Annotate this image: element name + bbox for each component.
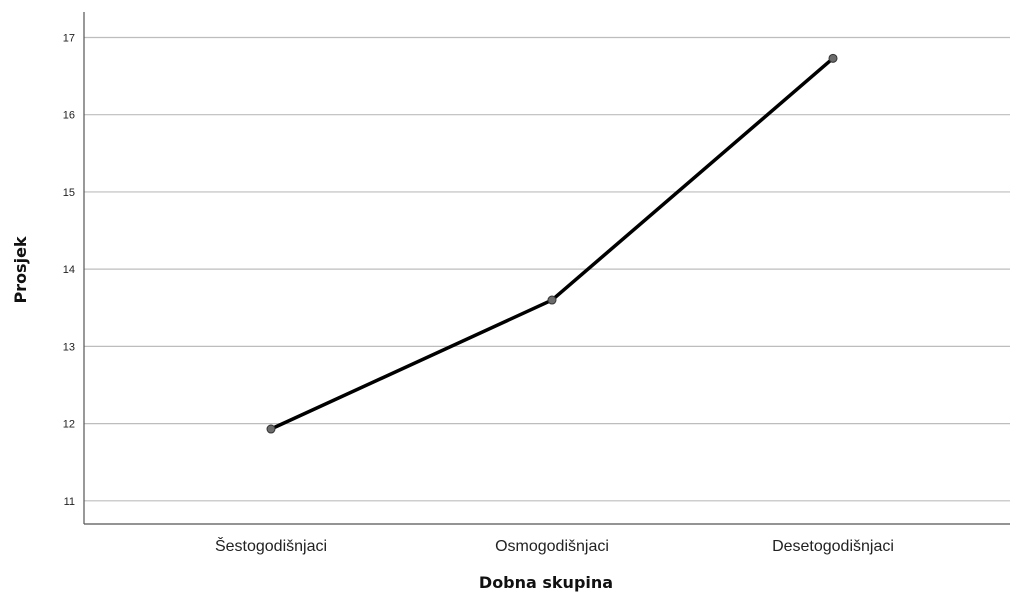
y-axis-title: Prosjek: [11, 236, 30, 303]
y-tick-label: 12: [63, 419, 75, 431]
gridlines: [84, 36, 1010, 502]
data-point: [266, 424, 276, 434]
x-category-label: Šestogodišnjaci: [215, 536, 327, 555]
y-tick-label: 15: [63, 187, 75, 199]
y-tick-label: 16: [63, 110, 75, 122]
x-axis-title: Dobna skupina: [479, 573, 613, 592]
x-category-label: Osmogodišnjaci: [495, 538, 609, 555]
y-axis-tick-labels: 11 12 13 14 15 16 17: [63, 32, 75, 507]
x-category-label: Desetogodišnjaci: [772, 538, 894, 555]
data-point: [828, 53, 838, 63]
y-tick-label: 11: [64, 496, 75, 508]
y-tick-label: 14: [63, 264, 75, 276]
y-tick-label: 13: [63, 341, 75, 353]
series-layer: [266, 53, 838, 434]
series-line: [269, 56, 835, 431]
x-axis-category-labels: Šestogodišnjaci Osmogodišnjaci Desetogodiš…: [215, 536, 894, 555]
data-point: [547, 295, 557, 305]
y-tick-label: 17: [63, 32, 75, 44]
